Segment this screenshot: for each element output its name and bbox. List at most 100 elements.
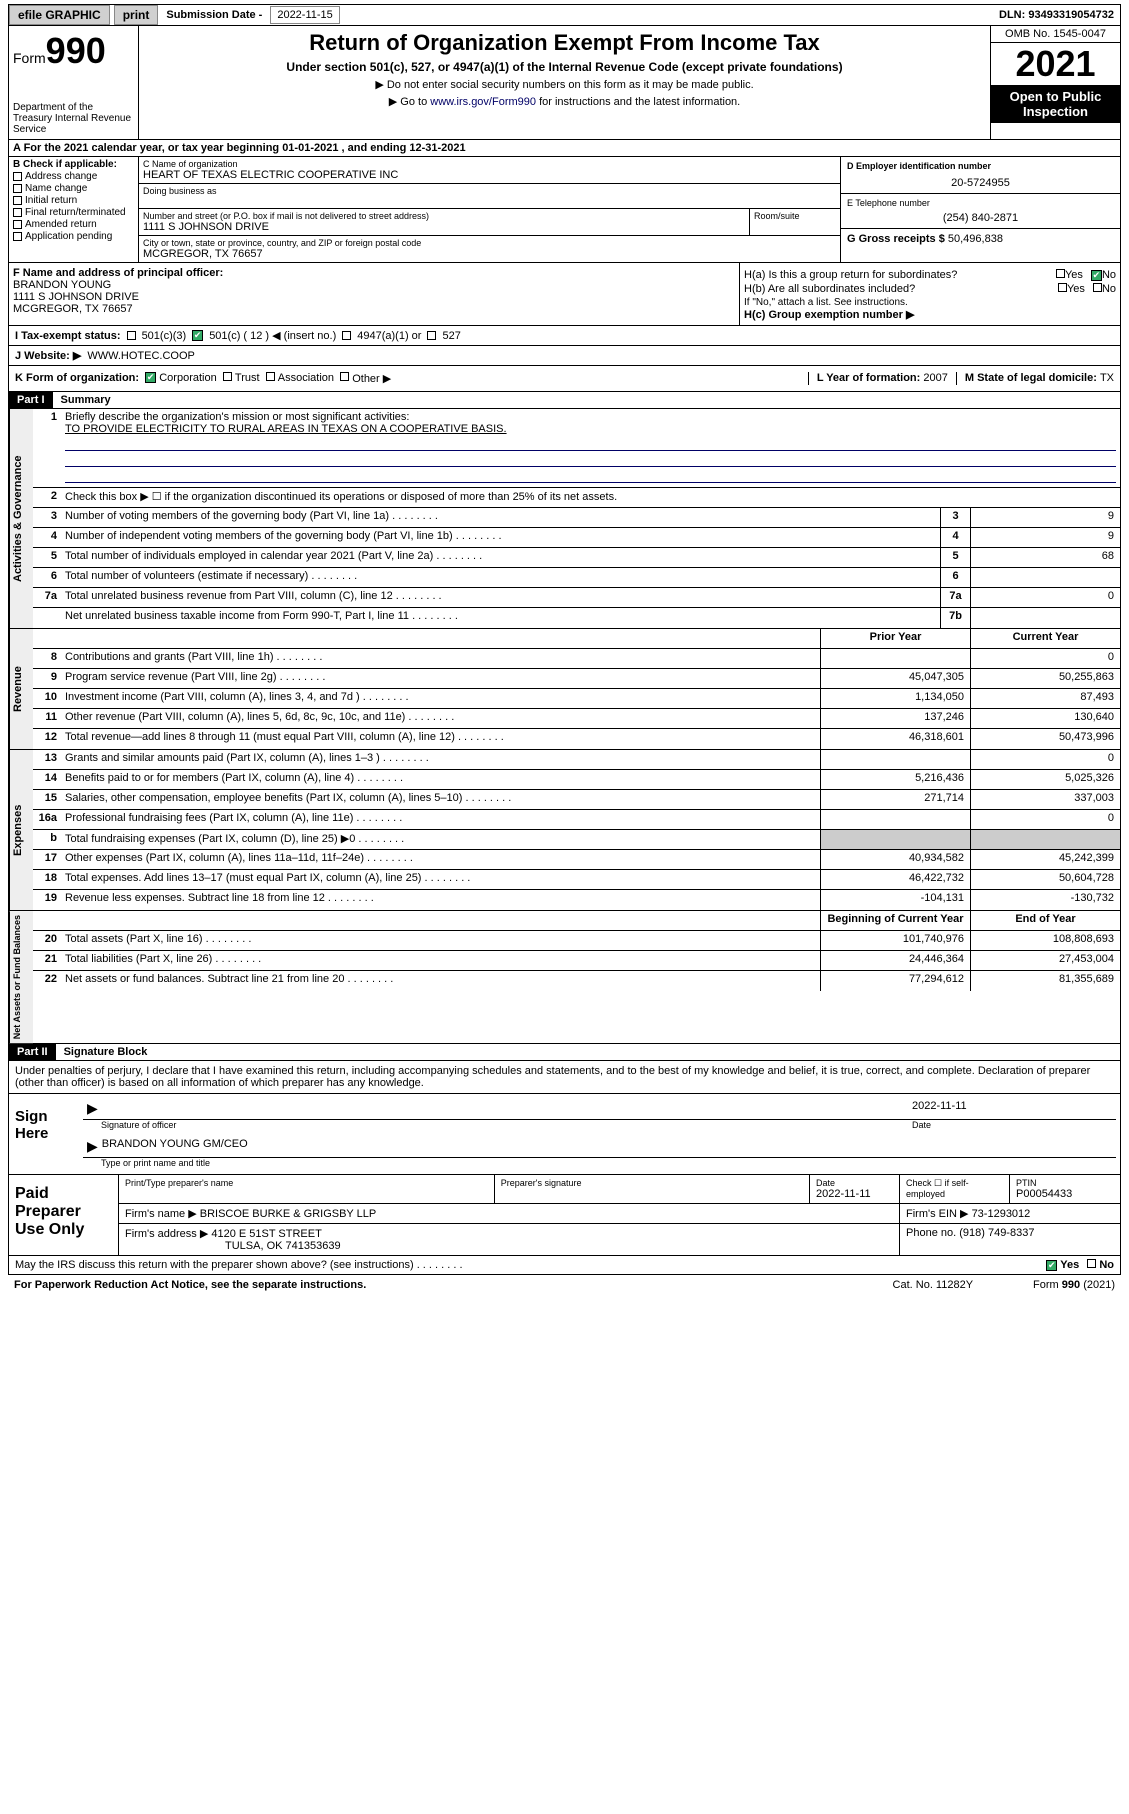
col-current: Current Year xyxy=(970,629,1120,648)
prior-value xyxy=(820,649,970,668)
prep-date: 2022-11-11 xyxy=(816,1188,893,1200)
org-name: HEART OF TEXAS ELECTRIC COOPERATIVE INC xyxy=(143,169,836,181)
signature-block: Under penalties of perjury, I declare th… xyxy=(8,1061,1121,1175)
current-value: 130,640 xyxy=(970,709,1120,728)
e-phone-label: E Telephone number xyxy=(847,198,1114,208)
current-value: 81,355,689 xyxy=(970,971,1120,991)
form-subtitle: Under section 501(c), 527, or 4947(a)(1)… xyxy=(143,60,986,74)
summary-value: 9 xyxy=(970,508,1120,527)
dept-treasury: Department of the Treasury Internal Reve… xyxy=(13,102,134,135)
dln: DLN: 93493319054732 xyxy=(999,9,1120,21)
omb-number: OMB No. 1545-0047 xyxy=(991,26,1120,43)
cb-assoc[interactable] xyxy=(266,372,275,381)
form-title: Return of Organization Exempt From Incom… xyxy=(143,30,986,56)
arrow-icon: ▶ xyxy=(87,1100,98,1117)
ha-yes[interactable] xyxy=(1056,269,1065,278)
sign-here-label: Sign Here xyxy=(9,1094,79,1174)
officer-addr1: 1111 S JOHNSON DRIVE xyxy=(13,291,735,303)
type-name-label: Type or print name and title xyxy=(83,1158,1116,1170)
cb-address-change[interactable] xyxy=(13,172,22,181)
ha-label: H(a) Is this a group return for subordin… xyxy=(744,269,957,281)
paperwork-notice: For Paperwork Reduction Act Notice, see … xyxy=(14,1279,366,1291)
section-b-identity: B Check if applicable: Address change Na… xyxy=(8,157,1121,262)
part2-header: Part II Signature Block xyxy=(8,1044,1121,1061)
cb-other[interactable] xyxy=(340,372,349,381)
current-value: 50,604,728 xyxy=(970,870,1120,889)
row-k-form-org: K Form of organization: ✔ Corporation Tr… xyxy=(8,366,1121,392)
summary-line: Number of voting members of the governin… xyxy=(61,508,940,527)
current-value: 0 xyxy=(970,750,1120,769)
ssn-note: ▶ Do not enter social security numbers o… xyxy=(143,78,986,91)
city-label: City or town, state or province, country… xyxy=(143,238,836,248)
ein-value: 20-5724955 xyxy=(847,177,1114,189)
summary-line: Other revenue (Part VIII, column (A), li… xyxy=(61,709,820,728)
prior-value: 101,740,976 xyxy=(820,931,970,950)
cb-501c[interactable]: ✔ xyxy=(192,330,203,341)
prior-value xyxy=(820,750,970,769)
footer: For Paperwork Reduction Act Notice, see … xyxy=(8,1275,1121,1295)
tab-revenue: Revenue xyxy=(9,629,33,749)
ptin-value: P00054433 xyxy=(1016,1188,1114,1200)
line1-label: Briefly describe the organization's miss… xyxy=(65,411,409,423)
prior-value: 137,246 xyxy=(820,709,970,728)
cb-amended[interactable] xyxy=(13,220,22,229)
prior-value: 46,422,732 xyxy=(820,870,970,889)
tab-expenses: Expenses xyxy=(9,750,33,910)
gross-receipts: 50,496,838 xyxy=(948,233,1003,245)
cb-527[interactable] xyxy=(427,331,436,340)
hb-note: If "No," attach a list. See instructions… xyxy=(744,297,1116,308)
cb-4947[interactable] xyxy=(342,331,351,340)
year-formation: 2007 xyxy=(923,372,947,384)
efile-label: efile GRAPHIC xyxy=(9,5,110,25)
sig-officer-label: Signature of officer xyxy=(101,1120,912,1130)
form-number: 990 xyxy=(46,30,106,71)
current-value: 50,255,863 xyxy=(970,669,1120,688)
cb-name-change[interactable] xyxy=(13,184,22,193)
current-value: 0 xyxy=(970,649,1120,668)
summary-line: Total expenses. Add lines 13–17 (must eq… xyxy=(61,870,820,889)
summary-value: 0 xyxy=(970,588,1120,607)
irs-link[interactable]: www.irs.gov/Form990 xyxy=(430,96,536,108)
prior-value: 46,318,601 xyxy=(820,729,970,749)
irs-no[interactable] xyxy=(1087,1259,1096,1268)
tab-net: Net Assets or Fund Balances xyxy=(9,911,33,1043)
prior-value: 77,294,612 xyxy=(820,971,970,991)
prior-value: -104,131 xyxy=(820,890,970,910)
open-public-badge: Open to Public Inspection xyxy=(991,85,1120,123)
row-j-website: J Website: ▶ WWW.HOTEC.COOP xyxy=(8,346,1121,366)
cb-trust[interactable] xyxy=(223,372,232,381)
city-state-zip: MCGREGOR, TX 76657 xyxy=(143,248,836,260)
cb-501c3[interactable] xyxy=(127,331,136,340)
hb-no[interactable] xyxy=(1093,283,1102,292)
cb-corp[interactable]: ✔ xyxy=(145,372,156,383)
irs-yes[interactable]: ✔ xyxy=(1046,1260,1057,1271)
row-i-tax-status: I Tax-exempt status: 501(c)(3) ✔501(c) (… xyxy=(8,326,1121,346)
summary-line: Total number of volunteers (estimate if … xyxy=(61,568,940,587)
may-irs-row: May the IRS discuss this return with the… xyxy=(8,1256,1121,1275)
ha-no[interactable]: ✔ xyxy=(1091,270,1102,281)
hb-label: H(b) Are all subordinates included? xyxy=(744,283,915,295)
current-value: 5,025,326 xyxy=(970,770,1120,789)
tax-year: 2021 xyxy=(991,43,1120,85)
website-value: WWW.HOTEC.COOP xyxy=(87,350,195,362)
prior-value: 45,047,305 xyxy=(820,669,970,688)
state-domicile: TX xyxy=(1100,372,1114,384)
current-value: 45,242,399 xyxy=(970,850,1120,869)
cb-app-pending[interactable] xyxy=(13,232,22,241)
summary-line: Total number of individuals employed in … xyxy=(61,548,940,567)
paid-preparer-block: Paid Preparer Use Only Print/Type prepar… xyxy=(8,1175,1121,1256)
officer-addr2: MCGREGOR, TX 76657 xyxy=(13,303,735,315)
officer-name: BRANDON YOUNG xyxy=(13,279,735,291)
section-f-h: F Name and address of principal officer:… xyxy=(8,262,1121,326)
cb-final-return[interactable] xyxy=(13,208,22,217)
summary-net-assets: Net Assets or Fund Balances Beginning of… xyxy=(8,911,1121,1044)
hb-yes[interactable] xyxy=(1058,283,1067,292)
cb-initial-return[interactable] xyxy=(13,196,22,205)
current-value xyxy=(970,830,1120,849)
self-employed-check[interactable]: Check ☐ if self-employed xyxy=(900,1175,1010,1203)
firm-address: 4120 E 51ST STREET xyxy=(211,1228,321,1240)
current-value: 108,808,693 xyxy=(970,931,1120,950)
firm-phone: (918) 749-8337 xyxy=(959,1227,1034,1239)
current-value: -130,732 xyxy=(970,890,1120,910)
print-button[interactable]: print xyxy=(114,5,159,25)
